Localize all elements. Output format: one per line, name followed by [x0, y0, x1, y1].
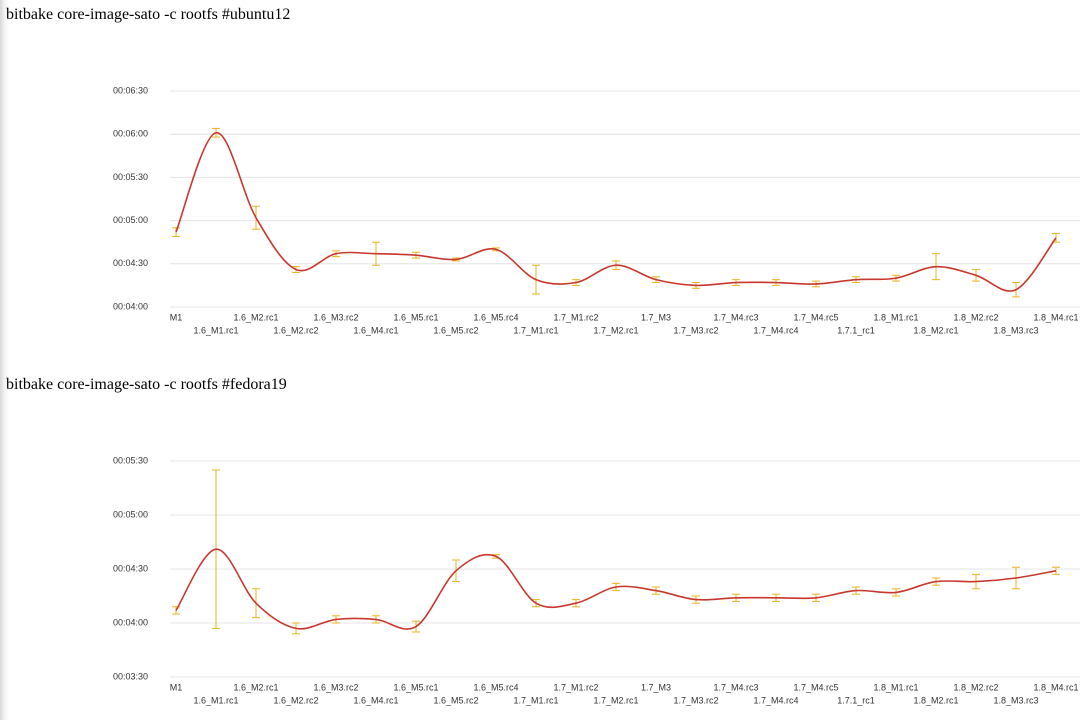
- x-tick-label: 1.7_M4.rc5: [793, 682, 838, 692]
- x-tick-label: 1.7_M2.rc1: [593, 695, 638, 705]
- x-tick-label: 1.6_M3.rc2: [313, 682, 358, 692]
- x-tick-label: 1.7_M4.rc4: [753, 325, 798, 335]
- y-tick-label: 00:06:00: [113, 129, 148, 139]
- line: [175, 131, 1057, 292]
- line: [175, 548, 1057, 630]
- x-tick-label: 1.7_M1.rc1: [513, 325, 558, 335]
- x-tick-label: 1.8_M3.rc3: [993, 695, 1038, 705]
- x-tick-label: 1.7_M4.rc3: [713, 682, 758, 692]
- chart: 00:03:30 00:04:00 00:04:30 00:05:00 00:05:30…: [113, 455, 1080, 705]
- x-tick-label: 1.8_M2.rc2: [953, 682, 998, 692]
- x-tick-label: 1.6_M1.rc1: [193, 325, 238, 335]
- x-tick-label: 1.7_M1.rc1: [513, 695, 558, 705]
- x-tick-label: 1.8_M2.rc1: [913, 325, 958, 335]
- x-tick-label: 1.6_M5.rc4: [473, 682, 518, 692]
- x-tick-label: 1.6_M2.rc2: [273, 325, 318, 335]
- x-tick-label: 1.6_M4.rc1: [353, 695, 398, 705]
- x-tick-label: 1.7_M1.rc2: [553, 682, 598, 692]
- x-tick-label: 1.7_M3: [641, 312, 671, 322]
- chart: 00:04:00 00:04:30 00:05:00 00:05:30 00:06:00…: [113, 85, 1080, 335]
- x-tick-label: 1.6_M4.rc1: [353, 325, 398, 335]
- x-tick-label: 1.6_M2.rc1: [233, 312, 278, 322]
- error-bar: [1052, 566, 1060, 575]
- x-tick-label: 1.8_M1.rc1: [873, 682, 918, 692]
- x-tick-label: 1.6_M2.rc1: [233, 682, 278, 692]
- x-tick-label: M1: [170, 682, 183, 692]
- y-tick-label: 00:05:30: [113, 455, 148, 465]
- x-tick-label: 1.6_M1.rc1: [193, 695, 238, 705]
- x-tick-label: 1.6_M5.rc1: [393, 312, 438, 322]
- x-tick-label: 1.6_M5.rc4: [473, 312, 518, 322]
- x-tick-label: 1.7.1_rc1: [837, 325, 875, 335]
- y-tick-label: 00:04:00: [113, 617, 148, 627]
- x-tick-label: 1.7_M4.rc3: [713, 312, 758, 322]
- x-tick-label: 1.6_M5.rc1: [393, 682, 438, 692]
- x-tick-label: 1.7_M1.rc2: [553, 312, 598, 322]
- y-tick-label: 00:04:00: [113, 301, 148, 311]
- x-tick-label: 1.6_M2.rc2: [273, 695, 318, 705]
- x-tick-label: 1.8_M2.rc2: [953, 312, 998, 322]
- y-tick-label: 00:04:30: [113, 563, 148, 573]
- error-bar: [172, 606, 180, 615]
- y-tick-label: 00:05:00: [113, 509, 148, 519]
- x-tick-label: 1.7_M3.rc2: [673, 695, 718, 705]
- y-tick-label: 00:06:30: [113, 85, 148, 95]
- x-tick-label: 1.7_M2.rc1: [593, 325, 638, 335]
- x-tick-label: 1.8_M4.rc1: [1033, 682, 1078, 692]
- x-tick-label: M1: [170, 312, 183, 322]
- x-tick-label: 1.8_M4.rc1: [1033, 312, 1078, 322]
- x-tick-label: 1.7_M3.rc2: [673, 325, 718, 335]
- x-tick-label: 1.8_M2.rc1: [913, 695, 958, 705]
- x-tick-label: 1.7.1_rc1: [837, 695, 875, 705]
- x-tick-label: 1.7_M3: [641, 682, 671, 692]
- chart-title: bitbake core-image-sato -c rootfs #fedor…: [6, 376, 287, 393]
- y-tick-label: 00:05:00: [113, 215, 148, 225]
- x-tick-label: 1.7_M4.rc4: [753, 695, 798, 705]
- x-tick-label: 1.6_M3.rc2: [313, 312, 358, 322]
- x-tick-label: 1.6_M5.rc2: [433, 325, 478, 335]
- x-tick-label: 1.8_M3.rc3: [993, 325, 1038, 335]
- y-tick-label: 00:05:30: [113, 172, 148, 182]
- y-tick-label: 00:04:30: [113, 258, 148, 268]
- chart-title: bitbake core-image-sato -c rootfs #ubunt…: [6, 6, 291, 23]
- x-tick-label: 1.7_M4.rc5: [793, 312, 838, 322]
- x-tick-label: 1.8_M1.rc1: [873, 312, 918, 322]
- x-tick-label: 1.6_M5.rc2: [433, 695, 478, 705]
- y-tick-label: 00:03:30: [113, 671, 148, 681]
